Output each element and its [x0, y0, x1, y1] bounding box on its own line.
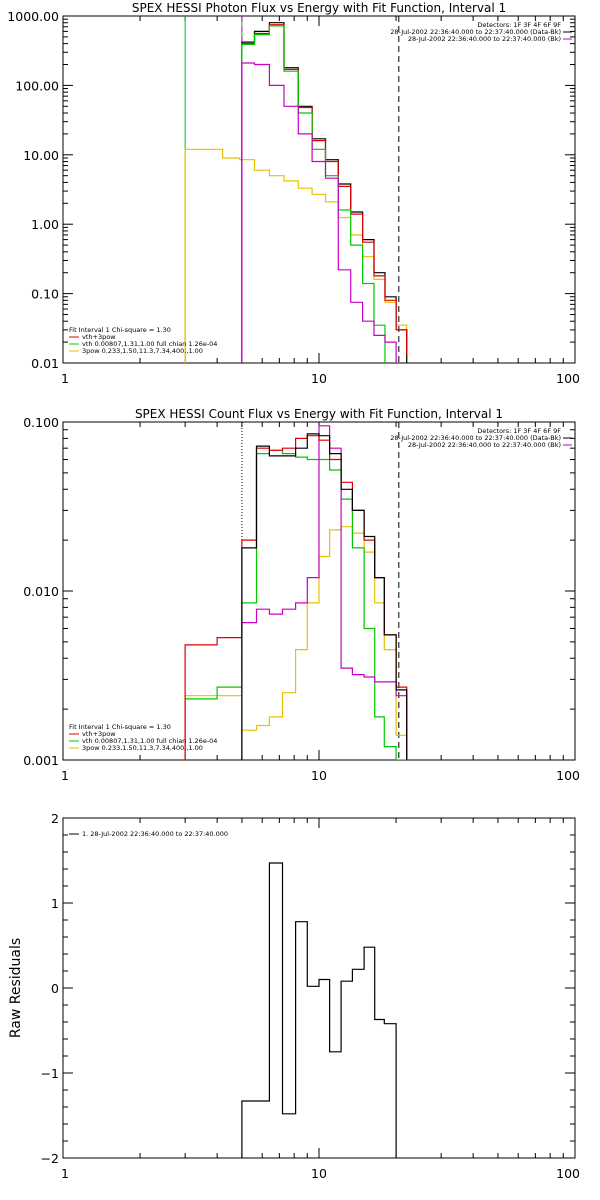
- plot-frame: [62, 15, 576, 364]
- series-line-4: [241, 25, 386, 363]
- x-tick-label: 10: [311, 1166, 327, 1181]
- series-group: [184, 425, 408, 760]
- legend-text: 3pow 0.233,1.50,11.3,7.34,400.,1.00: [82, 744, 203, 752]
- legend-text: vth+3pow: [82, 730, 116, 738]
- x-tick-label: 1: [61, 768, 69, 783]
- info-text: Detectors: 1F 3F 4F 6F 9F: [477, 21, 561, 29]
- series-group: [184, 22, 408, 363]
- chart-panel-1: SPEX HESSI Photon Flux vs Energy with Fi…: [7, 1, 580, 386]
- series-line-5: [241, 62, 397, 363]
- info-text: Detectors: 1F 3F 4F 6F 9F: [477, 427, 561, 435]
- y-tick-label: 2: [51, 811, 59, 826]
- y-tick-label: 0.10: [31, 287, 59, 302]
- info-text: 28-Jul-2002 22:36:40.000 to 22:37:40.000…: [408, 35, 561, 43]
- series-line-4: [184, 435, 408, 760]
- y-tick-label: 1000.00: [7, 9, 59, 24]
- x-tick-label: 1: [61, 371, 69, 386]
- y-tick-label: 0.001: [23, 753, 59, 768]
- y-tick-label: 1: [51, 896, 59, 911]
- x-tick-label: 100: [556, 768, 580, 783]
- x-tick-label: 1: [61, 1166, 69, 1181]
- y-tick-label: 1.00: [31, 217, 59, 232]
- y-tick-label: −1: [41, 1066, 59, 1081]
- y-axis-label: Raw Residuals: [8, 938, 24, 1038]
- chart-panel-3: Raw Residuals 1 10 100 −2 −1 0 1 2 1. 28-Jul-2002…: [8, 811, 580, 1181]
- series-line-5: [241, 433, 408, 760]
- legend-text: 1. 28-Jul-2002 22:36:40.000 to 22:37:40.…: [82, 830, 228, 838]
- info-text: 28-Jul-2002 22:36:40.000 to 22:37:40.000…: [408, 441, 561, 449]
- y-tick-label: 0.100: [23, 415, 59, 430]
- y-tick-label: 0.010: [23, 584, 59, 599]
- y-tick-label: 0: [51, 981, 59, 996]
- y-tick-label: 10.00: [23, 148, 59, 163]
- info-text: 28-Jul-2002 22:36:40.000 to 22:37:40.000…: [390, 28, 561, 36]
- x-tick-label: 100: [556, 371, 580, 386]
- plot-frame: [62, 421, 576, 761]
- chart-panel-2: SPEX HESSI Count Flux vs Energy with Fit…: [23, 407, 580, 783]
- series-group: [241, 862, 397, 1158]
- series-line-2: [241, 22, 408, 363]
- y-tick-label: 0.01: [31, 356, 59, 371]
- legend-text: Fit Interval 1 Chi-square = 1.30: [69, 326, 171, 334]
- series-line-1: [184, 526, 408, 760]
- x-tick-label: 10: [311, 371, 327, 386]
- series-line-1: [184, 148, 408, 363]
- legend-text: vth+3pow: [82, 333, 116, 341]
- legend-text: vth 0.00807,1.31,1.00 full chian 1.26e-0…: [82, 340, 217, 348]
- chart-title: SPEX HESSI Count Flux vs Energy with Fit…: [135, 407, 503, 421]
- series-line-1: [241, 862, 397, 1158]
- x-tick-label: 100: [556, 1166, 580, 1181]
- y-tick-label: 100.00: [15, 78, 59, 93]
- legend-text: Fit Interval 1 Chi-square = 1.30: [69, 723, 171, 731]
- y-tick-label: −2: [41, 1151, 59, 1166]
- info-text: 28-Jul-2002 22:36:40.000 to 22:37:40.000…: [390, 434, 561, 442]
- plot-frame: [62, 817, 576, 1159]
- x-tick-label: 10: [311, 768, 327, 783]
- series-line-3: [241, 425, 408, 760]
- series-line-2: [184, 449, 407, 760]
- legend-text: 3pow 0.233,1.50,11.3,7.34,400.,1.00: [82, 347, 203, 355]
- legend-text: vth 0.00807,1.31,1.00 full chian 1.26e-0…: [82, 737, 217, 745]
- chart-title: SPEX HESSI Photon Flux vs Energy with Fi…: [132, 1, 506, 15]
